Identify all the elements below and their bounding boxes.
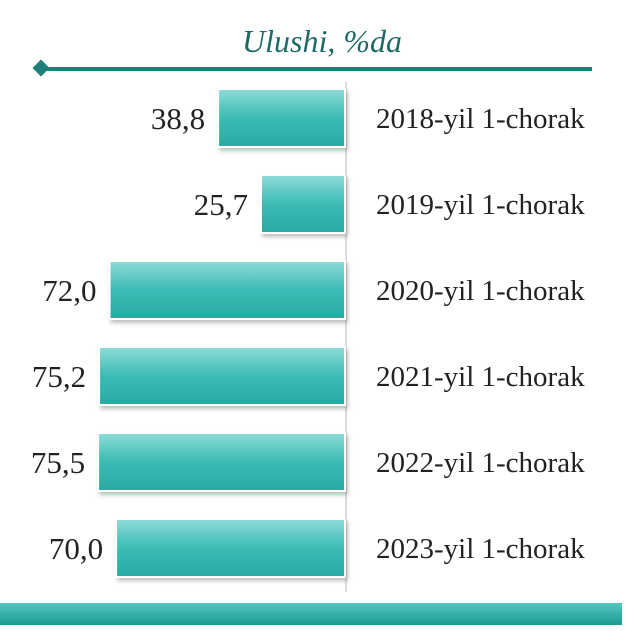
data-label: 38,8 xyxy=(151,101,205,136)
data-label: 72,0 xyxy=(42,273,96,308)
category-labels-layer: 2018-yil 1-chorak 2019-yil 1-chorak 2020-y… xyxy=(376,103,585,565)
category-label: 2023-yil 1-chorak xyxy=(376,533,585,565)
category-label: 2021-yil 1-chorak xyxy=(376,361,585,393)
bar xyxy=(259,174,346,234)
bar xyxy=(97,432,346,492)
value-labels-layer: 38,8 25,7 72,0 75,2 75,5 70,0 xyxy=(31,101,248,566)
bottom-band xyxy=(0,603,622,625)
bar xyxy=(115,518,346,578)
category-label: 2018-yil 1-chorak xyxy=(376,103,585,135)
data-label: 70,0 xyxy=(49,531,103,566)
data-label: 75,5 xyxy=(31,445,85,480)
bar xyxy=(217,88,346,148)
category-label: 2019-yil 1-chorak xyxy=(376,189,585,221)
diamond-marker-icon xyxy=(32,59,50,77)
chart-title: Ulushi, %da xyxy=(242,23,402,59)
data-label: 75,2 xyxy=(32,359,86,394)
data-label: 25,7 xyxy=(194,187,248,222)
title-underline xyxy=(32,59,592,77)
category-label: 2022-yil 1-chorak xyxy=(376,447,585,479)
category-label: 2020-yil 1-chorak xyxy=(376,275,585,307)
bars-layer xyxy=(97,88,347,578)
bar xyxy=(98,346,347,406)
bar xyxy=(108,260,346,320)
